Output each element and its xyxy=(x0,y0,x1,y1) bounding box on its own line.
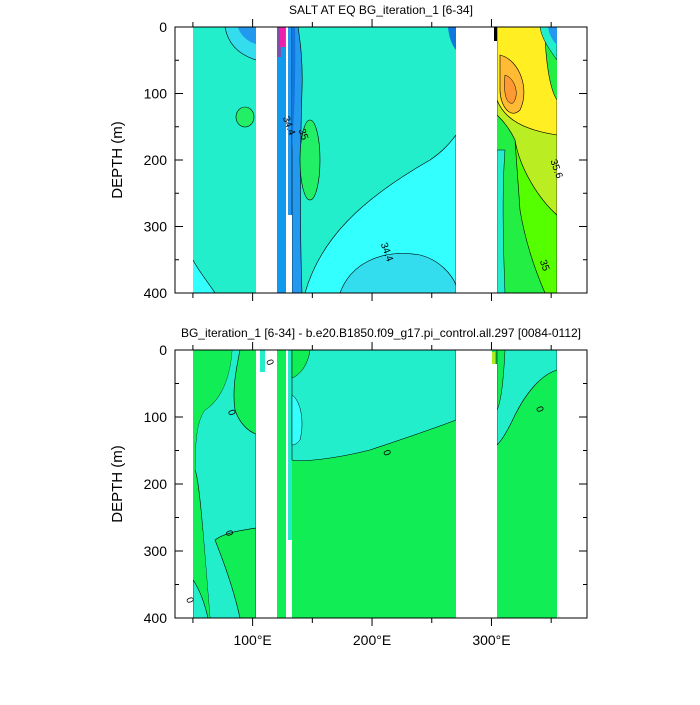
bottom-region-central-top2 xyxy=(291,394,303,446)
bottom-contour-label: 0 xyxy=(533,405,545,414)
bottom-land-mask xyxy=(260,372,265,618)
top-region-east-corner2 xyxy=(548,27,557,45)
bottom-land-mask xyxy=(286,350,288,618)
top-y-ticks: 0 100 200 300 400 xyxy=(144,19,587,301)
bottom-panel: BG_iteration_1 [6-34] - b.e20.B1850.f09_… xyxy=(109,326,588,648)
bottom-y-tick-label: 200 xyxy=(144,476,168,492)
bottom-land-mask xyxy=(288,540,292,618)
top-x-ticks xyxy=(192,19,552,301)
top-region-central-green xyxy=(299,119,321,201)
top-contour-field xyxy=(175,27,587,293)
bottom-x-tick-label: 200°E xyxy=(353,632,391,648)
top-y-tick-label: 400 xyxy=(144,285,168,301)
top-region-strait-d xyxy=(288,27,292,293)
top-land-mask xyxy=(494,41,497,293)
top-region-strait-c xyxy=(280,27,285,47)
top-land-mask xyxy=(256,27,277,293)
bottom-panel-title: BG_iteration_1 [6-34] - b.e20.B1850.f09_… xyxy=(181,326,581,340)
top-region-west-boundary2 xyxy=(192,259,216,293)
top-region-west-boundary xyxy=(224,27,257,61)
bottom-y-tick-label: 100 xyxy=(144,409,168,425)
top-land-mask xyxy=(456,27,494,293)
bottom-x-ticks: 100°E 200°E 300°E xyxy=(192,342,552,648)
top-y-tick-label: 300 xyxy=(144,219,168,235)
bottom-region-strait-b xyxy=(288,350,292,618)
top-region-central-bottom xyxy=(339,253,457,293)
bottom-contour-field xyxy=(175,350,587,618)
top-land-mask xyxy=(288,215,292,293)
top-region-west xyxy=(193,27,256,293)
bottom-region-east-teal xyxy=(496,350,558,446)
top-land-mask xyxy=(286,27,288,293)
top-region-west-topright2 xyxy=(238,27,256,44)
bottom-region-west-lobe xyxy=(192,579,209,618)
bottom-y-axis-label: DEPTH (m) xyxy=(109,445,126,523)
bottom-y-tick-label: 0 xyxy=(159,342,167,358)
bottom-contour-label: 0 xyxy=(380,449,392,458)
top-y-tick-label: 0 xyxy=(159,19,167,35)
top-y-tick-label: 200 xyxy=(144,152,168,168)
bottom-region-east-mark xyxy=(492,352,495,364)
bottom-y-tick-label: 400 xyxy=(144,610,168,626)
top-contour-label: 35 xyxy=(296,127,310,142)
bottom-land-mask xyxy=(492,364,497,618)
bottom-region-strait-a xyxy=(277,350,286,618)
bottom-region-central-teal xyxy=(291,350,457,461)
top-panel: SALT AT EQ BG_iteration_1 [6-34] xyxy=(109,3,588,301)
bottom-region-west-green-bottom xyxy=(193,470,210,618)
bottom-contour-labels: 0 0 0 0 0 0 xyxy=(183,358,545,605)
top-region-east-land xyxy=(494,27,497,41)
top-region-central-deep xyxy=(304,134,457,293)
top-region-east-orange2 xyxy=(504,74,517,104)
top-region-strait-b xyxy=(277,27,281,57)
top-region-west-blob xyxy=(235,106,255,128)
top-region-strait-a xyxy=(277,27,286,293)
bottom-contour-label: 0 xyxy=(263,358,275,367)
bottom-x-tick-label: 300°E xyxy=(472,632,510,648)
bottom-land-mask xyxy=(256,350,260,618)
bottom-contour-label: 0 xyxy=(183,596,195,605)
bottom-y-tick-label: 300 xyxy=(144,543,168,559)
top-y-tick-label: 100 xyxy=(144,86,168,102)
top-region-central-west2 xyxy=(292,27,296,150)
bottom-land-mask xyxy=(456,350,492,618)
top-contour-label: 35 xyxy=(537,258,551,273)
bottom-region-east-green xyxy=(497,445,557,618)
top-panel-title: SALT AT EQ BG_iteration_1 [6-34] xyxy=(289,3,473,17)
bottom-region-west-green-blob xyxy=(214,527,257,618)
bottom-land-mask xyxy=(265,350,277,618)
top-region-west-bottom xyxy=(193,260,215,293)
bottom-y-ticks: 0 100 200 300 400 xyxy=(144,342,587,626)
top-y-axis-label: DEPTH (m) xyxy=(109,121,126,199)
top-region-central-east xyxy=(448,27,456,50)
bottom-region-strait-c xyxy=(260,350,265,372)
bottom-region-west-green xyxy=(193,350,232,470)
bottom-contour-label: 0 xyxy=(225,408,237,417)
bottom-contour-label: 0 xyxy=(223,529,235,538)
bottom-x-tick-label: 100°E xyxy=(233,632,271,648)
